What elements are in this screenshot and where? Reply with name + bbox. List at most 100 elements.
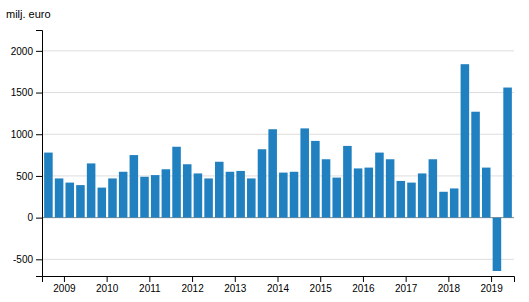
bar — [268, 129, 277, 217]
bar — [450, 188, 459, 217]
grid-line — [42, 92, 514, 93]
x-axis: 2009 2010 2011 2012 2013 2014 2015 2016 2017 2018… — [43, 276, 515, 294]
plot: -500 0 500 1000 1500 2000 2009 2010 2011 2012 2013… — [11, 31, 515, 295]
bar — [247, 178, 256, 217]
bar — [215, 162, 224, 218]
bar — [194, 173, 203, 217]
grid-line — [42, 50, 514, 51]
bar — [418, 173, 427, 217]
bar — [300, 128, 309, 217]
grid-line — [42, 259, 514, 260]
tick-mark — [36, 93, 42, 94]
bar — [332, 178, 341, 218]
bar — [76, 185, 85, 218]
tick-mark — [491, 276, 492, 282]
tick-mark — [36, 259, 42, 260]
tick: -500 — [13, 254, 42, 265]
grid-line — [42, 134, 514, 135]
tick-label: 2019 — [480, 283, 503, 294]
tick-mark — [192, 276, 193, 282]
tick: 2016 — [352, 276, 375, 294]
bar — [183, 164, 192, 217]
bar — [65, 183, 74, 218]
bar — [375, 153, 384, 218]
tick-mark — [278, 276, 279, 282]
tick: 2000 — [11, 46, 42, 57]
bar — [386, 159, 395, 217]
bar — [140, 177, 149, 218]
y-label: milj. euro — [6, 8, 51, 20]
bar — [119, 172, 128, 218]
grid-line — [42, 175, 514, 176]
tick-mark — [36, 218, 42, 219]
tick-label: 2018 — [438, 283, 461, 294]
tick-mark — [36, 134, 42, 135]
tick-mark — [107, 276, 108, 282]
bar — [162, 169, 171, 217]
tick: 2012 — [181, 276, 204, 294]
bar — [108, 178, 117, 217]
tick: 2014 — [267, 276, 290, 294]
bar — [429, 159, 438, 217]
tick-label: 1500 — [11, 87, 34, 98]
tick: 2017 — [395, 276, 418, 294]
bar — [279, 173, 288, 218]
tick: 2019 — [480, 276, 503, 294]
bar — [493, 218, 502, 271]
tick-label: 2010 — [96, 283, 119, 294]
bar — [471, 112, 480, 218]
tick-label: 2000 — [11, 46, 34, 57]
tick: 2011 — [139, 276, 161, 294]
tick-label: 2011 — [139, 283, 161, 294]
y-axis: -500 0 500 1000 1500 2000 — [11, 31, 43, 277]
bar — [354, 168, 363, 217]
bar — [236, 171, 245, 218]
bar — [407, 183, 416, 218]
bar — [151, 175, 160, 218]
bar — [311, 141, 320, 218]
tick-mark — [363, 276, 364, 282]
tick: 2018 — [438, 276, 461, 294]
tick: 2013 — [224, 276, 247, 294]
bar — [461, 64, 470, 217]
bar — [503, 88, 512, 218]
bar — [226, 172, 235, 218]
axis-line — [43, 277, 515, 283]
bar — [130, 155, 139, 218]
bar — [322, 159, 331, 217]
bar — [343, 146, 352, 218]
tick-label: 2017 — [395, 283, 418, 294]
tick-label: 500 — [16, 171, 33, 182]
tick-mark — [64, 276, 65, 282]
chart: -500 0 500 1000 1500 2000 2009 2010 2011 2012 2013… — [0, 0, 529, 302]
tick-mark — [235, 276, 236, 282]
tick-mark — [36, 51, 42, 52]
bar — [44, 153, 53, 218]
tick: 0 — [27, 212, 42, 223]
bar — [482, 168, 491, 218]
tick-label: 2012 — [181, 283, 204, 294]
tick-mark — [448, 276, 449, 282]
tick: 2010 — [96, 276, 119, 294]
tick-label: 2016 — [352, 283, 375, 294]
tick-mark — [149, 276, 150, 282]
tick: 500 — [16, 171, 42, 182]
tick-label: 2013 — [224, 283, 247, 294]
tick-label: 0 — [27, 212, 33, 223]
tick-mark — [36, 176, 42, 177]
bar — [290, 172, 299, 218]
tick: 1500 — [11, 87, 42, 98]
bar — [397, 181, 406, 218]
bar — [364, 168, 373, 218]
tick-label: 2009 — [53, 283, 76, 294]
bar — [55, 178, 64, 217]
bar — [204, 178, 213, 217]
tick-mark — [320, 276, 321, 282]
grid — [42, 51, 514, 259]
axis-line — [36, 31, 43, 277]
tick-label: 1000 — [11, 129, 34, 140]
tick-label: 2015 — [310, 283, 333, 294]
tick: 1000 — [11, 129, 42, 140]
tick-label: -500 — [13, 254, 33, 265]
bar — [172, 147, 181, 218]
